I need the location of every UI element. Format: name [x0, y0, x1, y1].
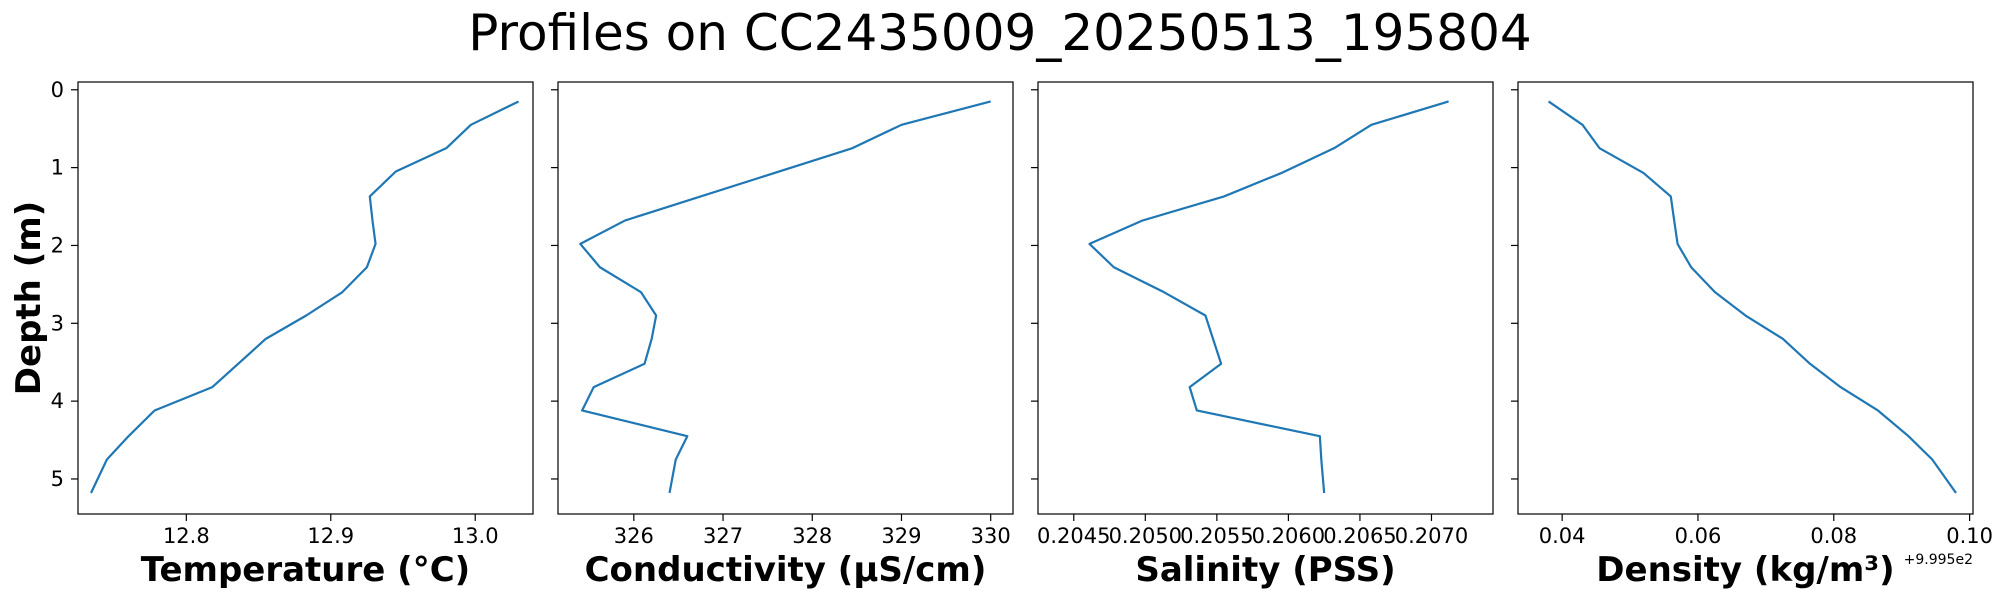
density-x-tick-label: 0.04 — [1539, 524, 1586, 548]
figure-title: Profiles on CC2435009_20250513_195804 — [468, 4, 1531, 62]
salinity-profile-line — [1088, 100, 1449, 494]
temperature-y-tick-label: 3 — [51, 311, 64, 335]
density-x-tick-label: 0.08 — [1810, 524, 1857, 548]
temperature-x-tick-label: 12.9 — [307, 524, 354, 548]
salinity-x-tick-label: 0.2070 — [1395, 524, 1468, 548]
conductivity-x-tick-label: 329 — [881, 524, 921, 548]
conductivity-x-tick-label: 326 — [614, 524, 654, 548]
temperature-y-tick-label: 4 — [51, 389, 64, 413]
temperature-axes-frame — [77, 81, 534, 515]
conductivity-x-axis-label: Conductivity (µS/cm) — [585, 550, 987, 590]
salinity-panel: 0.20450.20500.20550.20600.20650.2070Sali… — [1031, 81, 1494, 590]
temperature-x-tick-label: 12.8 — [163, 524, 210, 548]
temperature-x-axis-label: Temperature (°C) — [141, 550, 470, 590]
salinity-x-tick-label: 0.2050 — [1109, 524, 1182, 548]
density-profile-line — [1547, 100, 1957, 494]
salinity-x-tick-label: 0.2045 — [1037, 524, 1110, 548]
salinity-x-tick-label: 0.2065 — [1323, 524, 1396, 548]
temperature-y-tick-label: 5 — [51, 467, 64, 491]
temperature-profile-line — [90, 100, 520, 494]
density-x-tick-label: 0.10 — [1946, 524, 1993, 548]
conductivity-profile-line — [579, 100, 991, 494]
density-x-offset-label: +9.995e2 — [1904, 552, 1973, 568]
density-axes-frame — [1517, 81, 1974, 515]
conductivity-x-tick-label: 327 — [703, 524, 743, 548]
temperature-y-tick-label: 0 — [51, 78, 64, 102]
salinity-x-tick-label: 0.2055 — [1180, 524, 1253, 548]
salinity-x-axis-label: Salinity (PSS) — [1135, 550, 1395, 590]
depth-y-axis-label: Depth (m) — [9, 201, 49, 395]
temperature-x-tick-label: 13.0 — [452, 524, 499, 548]
density-x-axis-label: Density (kg/m³) — [1596, 550, 1894, 590]
salinity-x-tick-label: 0.2060 — [1252, 524, 1325, 548]
density-panel: 0.04 0.06 0.08 0.10 Density (kg/m³) +9.995e2 — [1511, 81, 1993, 590]
conductivity-x-tick-label: 330 — [971, 524, 1011, 548]
salinity-axes-frame — [1037, 81, 1494, 515]
temperature-y-tick-label: 2 — [51, 233, 64, 257]
temperature-y-tick-label: 1 — [51, 156, 64, 180]
conductivity-axes-frame — [557, 81, 1014, 515]
conductivity-x-tick-label: 328 — [792, 524, 832, 548]
temperature-panel: 12.8 12.9 13.0 0 1 2 3 4 5 Temperature (°C) Depth … — [9, 78, 534, 590]
density-x-tick-label: 0.06 — [1675, 524, 1722, 548]
